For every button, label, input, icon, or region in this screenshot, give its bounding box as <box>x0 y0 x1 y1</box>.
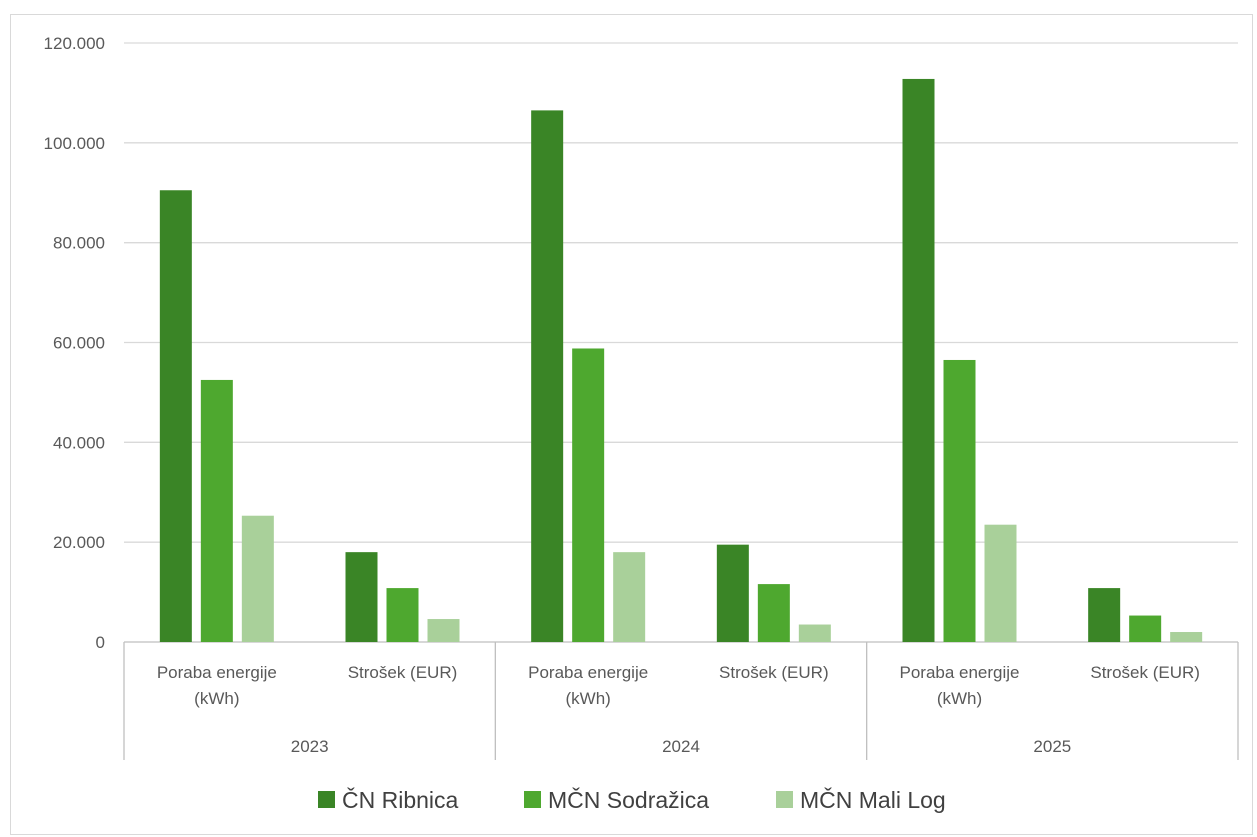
bar <box>984 524 1017 642</box>
y-tick-label: 100.000 <box>44 134 105 153</box>
category-label: (kWh) <box>194 689 239 708</box>
y-tick-label: 80.000 <box>53 234 105 253</box>
group-label: 2024 <box>662 737 700 756</box>
legend-swatch <box>318 791 335 808</box>
y-tick-label: 0 <box>96 633 105 652</box>
category-label: Strošek (EUR) <box>719 663 829 682</box>
legend-label: MČN Sodražica <box>548 786 709 813</box>
legend-swatch <box>524 791 541 808</box>
bar <box>902 78 935 642</box>
bar <box>1170 632 1203 642</box>
bar <box>798 624 831 642</box>
category-label: (kWh) <box>937 689 982 708</box>
legend-swatch <box>776 791 793 808</box>
bar <box>943 359 976 642</box>
y-tick-label: 60.000 <box>53 334 105 353</box>
y-tick-label: 20.000 <box>53 533 105 552</box>
group-label: 2025 <box>1033 737 1071 756</box>
category-label: Poraba energije <box>528 663 648 682</box>
group-label: 2023 <box>291 737 329 756</box>
category-label: Strošek (EUR) <box>348 663 458 682</box>
y-tick-label: 40.000 <box>53 433 105 452</box>
bar <box>200 379 233 642</box>
category-label: Strošek (EUR) <box>1090 663 1200 682</box>
legend-label: MČN Mali Log <box>800 786 946 813</box>
category-label: (kWh) <box>566 689 611 708</box>
bar <box>427 619 460 642</box>
bar <box>1088 588 1121 642</box>
legend-label: ČN Ribnica <box>342 786 459 813</box>
bar <box>159 190 192 643</box>
bar <box>572 348 605 642</box>
category-label: Poraba energije <box>157 663 277 682</box>
bar <box>716 544 749 642</box>
y-tick-label: 120.000 <box>44 34 105 53</box>
bar <box>1129 615 1162 642</box>
bar <box>386 588 419 642</box>
bar <box>757 584 790 642</box>
bar <box>345 552 378 642</box>
bar <box>531 110 564 642</box>
bar <box>613 552 646 642</box>
category-label: Poraba energije <box>899 663 1019 682</box>
bar <box>241 515 274 642</box>
